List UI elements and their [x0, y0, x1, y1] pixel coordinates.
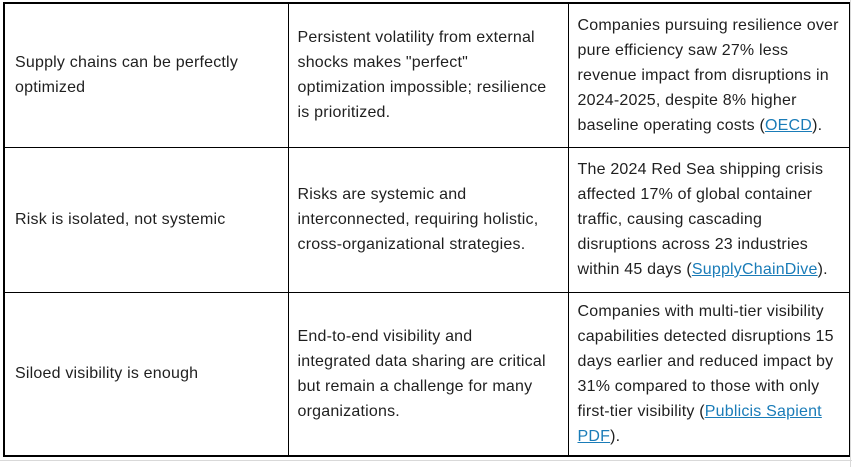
- evidence-link-supplychaindive[interactable]: SupplyChainDive: [691, 261, 818, 278]
- page-edge-bottom-line: [0, 460, 852, 461]
- reality-text: End-to-end visibility and integrated dat…: [297, 327, 546, 420]
- myth-cell: Siloed visibility is enough: [3, 291, 289, 457]
- myth-text: Siloed visibility is enough: [15, 365, 199, 383]
- table-row: Risk is isolated, not systemic Risks are…: [3, 146, 851, 293]
- evidence-text-before: Companies pursuing resilience over pure …: [577, 16, 839, 134]
- reality-cell: Risks are systemic and interconnected, r…: [287, 146, 569, 293]
- evidence-text-after: ).: [610, 427, 621, 445]
- evidence-cell: The 2024 Red Sea shipping crisis affecte…: [567, 146, 851, 293]
- myth-cell: Risk is isolated, not systemic: [3, 146, 289, 293]
- reality-cell: End-to-end visibility and integrated dat…: [287, 291, 569, 457]
- evidence-text-before: Companies with multi-tier visibility cap…: [577, 302, 834, 420]
- evidence-cell: Companies pursuing resilience over pure …: [567, 2, 851, 148]
- evidence-link-publicis-sapient[interactable]: Publicis Sapient PDF: [577, 402, 822, 445]
- evidence-cell: Companies with multi-tier visibility cap…: [567, 291, 851, 457]
- evidence-link-oecd[interactable]: OECD: [765, 116, 813, 134]
- myth-text: Risk is isolated, not systemic: [15, 211, 226, 228]
- evidence-text-after: ).: [812, 116, 823, 134]
- evidence-text-before: The 2024 Red Sea shipping crisis affecte…: [577, 161, 824, 278]
- page-edge-right-line: [850, 0, 851, 467]
- table-row: Supply chains can be perfectly optimized…: [3, 2, 851, 148]
- table-row: Siloed visibility is enough End-to-end v…: [3, 291, 851, 457]
- evidence-text-after: ).: [817, 261, 828, 278]
- myth-text: Supply chains can be perfectly optimized: [15, 54, 239, 97]
- myth-cell: Supply chains can be perfectly optimized: [3, 2, 289, 148]
- reality-cell: Persistent volatility from external shoc…: [287, 2, 569, 148]
- reality-text: Persistent volatility from external shoc…: [297, 29, 547, 122]
- myths-table: Supply chains can be perfectly optimized…: [3, 2, 851, 457]
- reality-text: Risks are systemic and interconnected, r…: [297, 186, 539, 253]
